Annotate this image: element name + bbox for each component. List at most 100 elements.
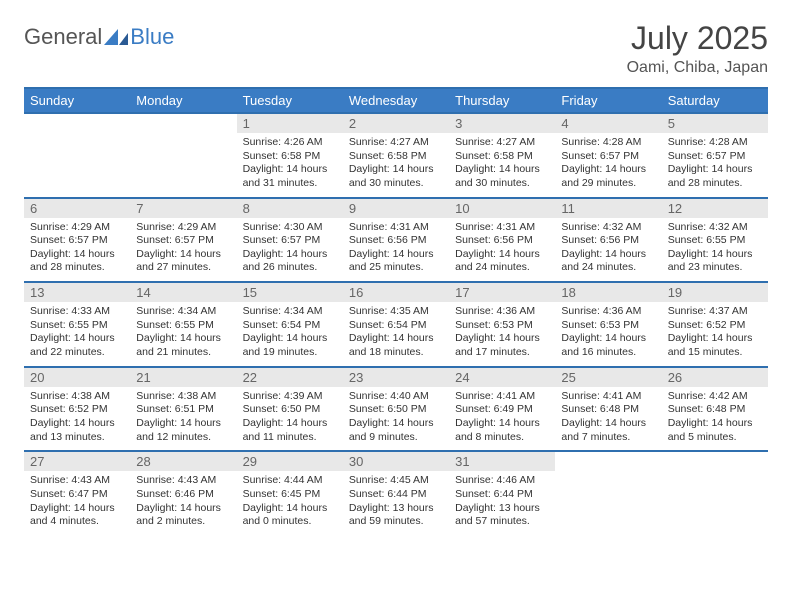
sunset-text: Sunset: 6:57 PM [243, 234, 337, 248]
day-number: 8 [237, 199, 343, 218]
day-number: 2 [343, 114, 449, 133]
day-details: Sunrise: 4:35 AMSunset: 6:54 PMDaylight:… [343, 302, 449, 366]
sunset-text: Sunset: 6:56 PM [561, 234, 655, 248]
sunset-text: Sunset: 6:44 PM [349, 488, 443, 502]
calendar-day-cell: 27Sunrise: 4:43 AMSunset: 6:47 PMDayligh… [24, 451, 130, 535]
sunrise-text: Sunrise: 4:32 AM [561, 221, 655, 235]
day-details: Sunrise: 4:42 AMSunset: 6:48 PMDaylight:… [662, 387, 768, 451]
calendar-day-cell: 1Sunrise: 4:26 AMSunset: 6:58 PMDaylight… [237, 113, 343, 198]
calendar-body: 1Sunrise: 4:26 AMSunset: 6:58 PMDaylight… [24, 113, 768, 535]
sunset-text: Sunset: 6:51 PM [136, 403, 230, 417]
calendar-day-cell: 23Sunrise: 4:40 AMSunset: 6:50 PMDayligh… [343, 367, 449, 452]
sunset-text: Sunset: 6:48 PM [561, 403, 655, 417]
calendar-day-cell [662, 451, 768, 535]
day-details: Sunrise: 4:28 AMSunset: 6:57 PMDaylight:… [555, 133, 661, 197]
day-details: Sunrise: 4:31 AMSunset: 6:56 PMDaylight:… [343, 218, 449, 282]
daylight-text: Daylight: 13 hours and 57 minutes. [455, 502, 549, 529]
sunset-text: Sunset: 6:50 PM [243, 403, 337, 417]
sunset-text: Sunset: 6:55 PM [668, 234, 762, 248]
day-details: Sunrise: 4:34 AMSunset: 6:55 PMDaylight:… [130, 302, 236, 366]
sunset-text: Sunset: 6:58 PM [455, 150, 549, 164]
day-details: Sunrise: 4:29 AMSunset: 6:57 PMDaylight:… [130, 218, 236, 282]
day-details: Sunrise: 4:38 AMSunset: 6:52 PMDaylight:… [24, 387, 130, 451]
day-number: 18 [555, 283, 661, 302]
daylight-text: Daylight: 14 hours and 12 minutes. [136, 417, 230, 444]
calendar-day-cell: 14Sunrise: 4:34 AMSunset: 6:55 PMDayligh… [130, 282, 236, 367]
day-details: Sunrise: 4:46 AMSunset: 6:44 PMDaylight:… [449, 471, 555, 535]
weekday-header: Monday [130, 88, 236, 113]
calendar-day-cell: 16Sunrise: 4:35 AMSunset: 6:54 PMDayligh… [343, 282, 449, 367]
sunrise-text: Sunrise: 4:29 AM [30, 221, 124, 235]
day-details: Sunrise: 4:31 AMSunset: 6:56 PMDaylight:… [449, 218, 555, 282]
calendar-day-cell: 18Sunrise: 4:36 AMSunset: 6:53 PMDayligh… [555, 282, 661, 367]
daylight-text: Daylight: 14 hours and 24 minutes. [455, 248, 549, 275]
sunrise-text: Sunrise: 4:27 AM [455, 136, 549, 150]
day-number: 21 [130, 368, 236, 387]
day-details: Sunrise: 4:36 AMSunset: 6:53 PMDaylight:… [555, 302, 661, 366]
sunset-text: Sunset: 6:50 PM [349, 403, 443, 417]
calendar-day-cell: 21Sunrise: 4:38 AMSunset: 6:51 PMDayligh… [130, 367, 236, 452]
daylight-text: Daylight: 14 hours and 11 minutes. [243, 417, 337, 444]
daylight-text: Daylight: 14 hours and 28 minutes. [668, 163, 762, 190]
logo: General Blue [24, 20, 174, 50]
daylight-text: Daylight: 14 hours and 8 minutes. [455, 417, 549, 444]
day-details: Sunrise: 4:43 AMSunset: 6:47 PMDaylight:… [24, 471, 130, 535]
calendar-day-cell: 30Sunrise: 4:45 AMSunset: 6:44 PMDayligh… [343, 451, 449, 535]
calendar-day-cell: 17Sunrise: 4:36 AMSunset: 6:53 PMDayligh… [449, 282, 555, 367]
calendar-day-cell: 25Sunrise: 4:41 AMSunset: 6:48 PMDayligh… [555, 367, 661, 452]
day-details: Sunrise: 4:30 AMSunset: 6:57 PMDaylight:… [237, 218, 343, 282]
day-number: 9 [343, 199, 449, 218]
logo-text-blue: Blue [130, 24, 174, 50]
calendar-week-row: 13Sunrise: 4:33 AMSunset: 6:55 PMDayligh… [24, 282, 768, 367]
title-block: July 2025 Oami, Chiba, Japan [627, 20, 768, 77]
calendar-day-cell [555, 451, 661, 535]
day-number: 24 [449, 368, 555, 387]
day-number: 31 [449, 452, 555, 471]
day-number: 19 [662, 283, 768, 302]
sunset-text: Sunset: 6:52 PM [668, 319, 762, 333]
sunrise-text: Sunrise: 4:36 AM [561, 305, 655, 319]
weekday-header: Tuesday [237, 88, 343, 113]
calendar-day-cell: 22Sunrise: 4:39 AMSunset: 6:50 PMDayligh… [237, 367, 343, 452]
sunset-text: Sunset: 6:47 PM [30, 488, 124, 502]
calendar-day-cell [24, 113, 130, 198]
calendar-day-cell: 12Sunrise: 4:32 AMSunset: 6:55 PMDayligh… [662, 198, 768, 283]
weekday-header: Friday [555, 88, 661, 113]
calendar-day-cell: 11 Sunrise: 4:32 AMSunset: 6:56 PMDayligh… [555, 198, 661, 283]
daylight-text: Daylight: 14 hours and 24 minutes. [561, 248, 655, 275]
daylight-text: Daylight: 14 hours and 30 minutes. [455, 163, 549, 190]
day-number: 26 [662, 368, 768, 387]
calendar-day-cell: 13Sunrise: 4:33 AMSunset: 6:55 PMDayligh… [24, 282, 130, 367]
day-number: 15 [237, 283, 343, 302]
sunrise-text: Sunrise: 4:29 AM [136, 221, 230, 235]
daylight-text: Daylight: 14 hours and 30 minutes. [349, 163, 443, 190]
sunset-text: Sunset: 6:55 PM [136, 319, 230, 333]
day-details: Sunrise: 4:40 AMSunset: 6:50 PMDaylight:… [343, 387, 449, 451]
daylight-text: Daylight: 14 hours and 17 minutes. [455, 332, 549, 359]
sunset-text: Sunset: 6:57 PM [668, 150, 762, 164]
daylight-text: Daylight: 14 hours and 18 minutes. [349, 332, 443, 359]
sunset-text: Sunset: 6:56 PM [455, 234, 549, 248]
sunrise-text: Sunrise: 4:43 AM [136, 474, 230, 488]
sunset-text: Sunset: 6:46 PM [136, 488, 230, 502]
sunset-text: Sunset: 6:48 PM [668, 403, 762, 417]
sunset-text: Sunset: 6:52 PM [30, 403, 124, 417]
daylight-text: Daylight: 14 hours and 4 minutes. [30, 502, 124, 529]
sunset-text: Sunset: 6:45 PM [243, 488, 337, 502]
day-number: 30 [343, 452, 449, 471]
calendar-day-cell: 7Sunrise: 4:29 AMSunset: 6:57 PMDaylight… [130, 198, 236, 283]
calendar-week-row: 6Sunrise: 4:29 AMSunset: 6:57 PMDaylight… [24, 198, 768, 283]
sunrise-text: Sunrise: 4:43 AM [30, 474, 124, 488]
sunrise-text: Sunrise: 4:30 AM [243, 221, 337, 235]
day-details: Sunrise: 4:26 AMSunset: 6:58 PMDaylight:… [237, 133, 343, 197]
calendar-week-row: 27Sunrise: 4:43 AMSunset: 6:47 PMDayligh… [24, 451, 768, 535]
day-details: Sunrise: 4:36 AMSunset: 6:53 PMDaylight:… [449, 302, 555, 366]
day-details: Sunrise: 4:41 AMSunset: 6:48 PMDaylight:… [555, 387, 661, 451]
sunrise-text: Sunrise: 4:37 AM [668, 305, 762, 319]
calendar-week-row: 1Sunrise: 4:26 AMSunset: 6:58 PMDaylight… [24, 113, 768, 198]
day-number: 10 [449, 199, 555, 218]
calendar-week-row: 20Sunrise: 4:38 AMSunset: 6:52 PMDayligh… [24, 367, 768, 452]
sunrise-text: Sunrise: 4:45 AM [349, 474, 443, 488]
sunrise-text: Sunrise: 4:31 AM [455, 221, 549, 235]
day-number: 11 [555, 199, 661, 218]
